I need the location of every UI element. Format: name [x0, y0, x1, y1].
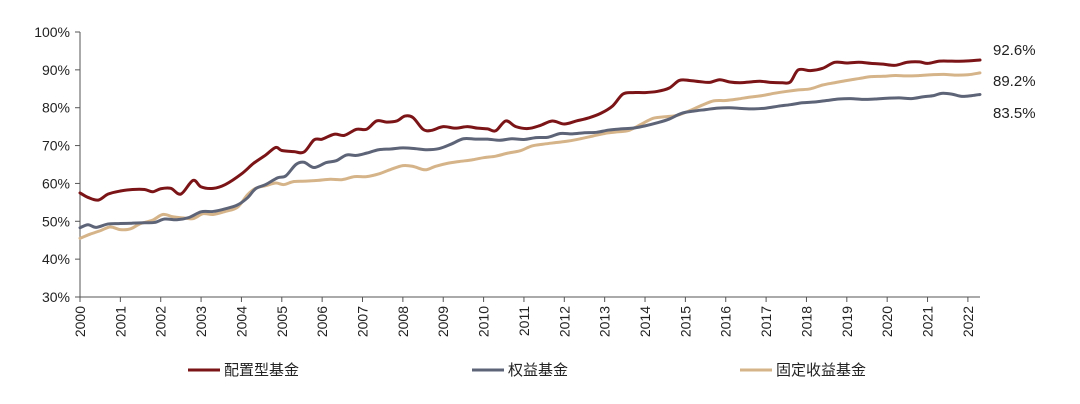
y-tick-label: 80%: [42, 100, 70, 116]
x-tick-label: 2018: [798, 306, 814, 337]
x-tick-label: 2022: [960, 306, 976, 337]
x-tick-label: 2011: [516, 306, 532, 336]
x-tick-label: 2019: [839, 306, 855, 337]
x-tick-label: 2003: [193, 306, 209, 337]
y-tick-label: 30%: [42, 289, 70, 305]
x-tick-label: 2000: [72, 306, 88, 337]
series-line-0: [78, 58, 982, 202]
x-tick-label: 2004: [233, 306, 249, 337]
end-value-label: 92.6%: [993, 42, 1036, 59]
y-tick-label: 40%: [42, 251, 70, 267]
x-tick-label: 2015: [677, 306, 693, 337]
end-value-label: 89.2%: [993, 73, 1036, 90]
y-tick-label: 70%: [42, 138, 70, 154]
y-tick-label: 100%: [34, 24, 70, 40]
x-tick-label: 2001: [112, 306, 128, 337]
legend-label: 配置型基金: [224, 361, 299, 379]
x-tick-label: 2017: [758, 306, 774, 337]
x-tick-label: 2021: [920, 306, 936, 337]
x-tick-label: 2008: [395, 306, 411, 337]
x-axis: 2000 2001 2002 2003 2004 2005 2006 2007 2008 2009…: [72, 296, 980, 337]
x-tick-label: 2007: [355, 306, 371, 337]
x-tick-label: 2009: [435, 306, 451, 337]
x-tick-label: 2012: [556, 306, 572, 337]
x-tick-label: 2005: [274, 306, 290, 337]
y-tick-label: 90%: [42, 62, 70, 78]
legend: 配置型基金 权益基金 固定收益基金: [188, 361, 866, 379]
end-labels: 92.6% 89.2% 83.5%: [993, 42, 1036, 122]
x-tick-label: 2014: [637, 306, 653, 337]
series-layer: [78, 58, 982, 240]
y-tick-label: 50%: [42, 213, 70, 229]
x-tick-label: 2020: [879, 306, 895, 337]
series-line-1: [78, 91, 982, 230]
y-tick-label: 60%: [42, 175, 70, 191]
x-tick-label: 2010: [476, 306, 492, 337]
x-tick-label: 2002: [153, 306, 169, 337]
x-tick-label: 2013: [597, 306, 613, 337]
x-tick-label: 2016: [718, 306, 734, 337]
end-value-label: 83.5%: [993, 105, 1036, 122]
legend-label: 固定收益基金: [776, 361, 866, 379]
series-line-2: [78, 71, 982, 240]
y-axis: 30% 40% 50% 60% 70% 80% 90% 100%: [34, 24, 81, 305]
legend-label: 权益基金: [508, 361, 568, 379]
x-tick-label: 2006: [314, 306, 330, 337]
